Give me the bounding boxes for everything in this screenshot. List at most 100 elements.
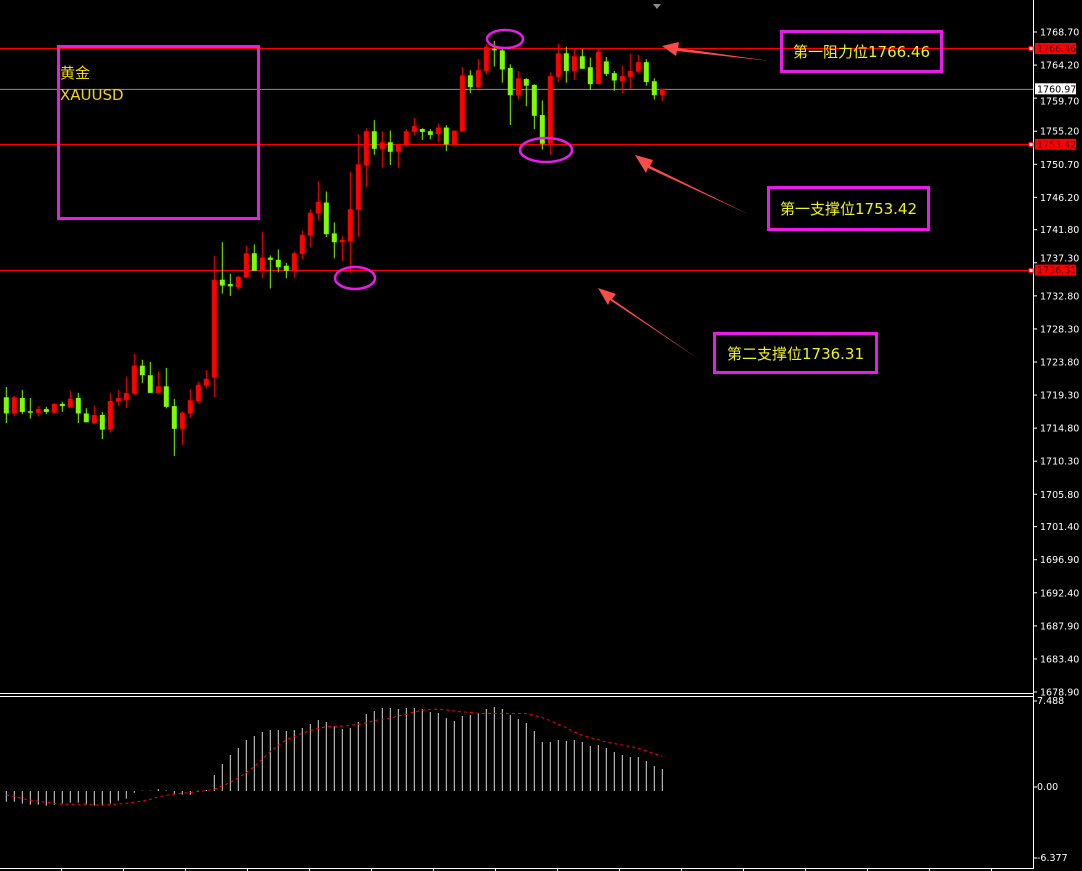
- candle-up: [291, 251, 297, 279]
- support1-marker-ellipse: [518, 136, 574, 164]
- candle-body: [563, 53, 569, 71]
- price-tick-label: 1687.90: [1040, 621, 1079, 632]
- candle-up: [155, 371, 161, 393]
- candle-down: [59, 401, 65, 412]
- level-line-handle: [1028, 46, 1034, 51]
- candle-body: [27, 411, 33, 413]
- candle-down: [227, 273, 233, 296]
- price-tick-label: 1710.30: [1040, 457, 1079, 468]
- candle-up: [235, 276, 241, 290]
- candle-body: [291, 253, 297, 271]
- candle-up: [379, 131, 385, 168]
- annotations: [333, 28, 770, 360]
- candle-body: [627, 70, 633, 77]
- candle-down: [267, 255, 273, 289]
- candle-down: [323, 191, 329, 238]
- price-tick-label: 1750.70: [1040, 160, 1079, 171]
- candle-body: [115, 398, 121, 402]
- candle-up: [627, 54, 633, 89]
- candle-body: [419, 129, 425, 132]
- candle-body: [11, 397, 17, 414]
- level-price-tag-text: 1736.31: [1037, 266, 1076, 277]
- candle-up: [11, 395, 17, 417]
- candle-body: [35, 409, 41, 413]
- candle-down: [443, 125, 449, 152]
- candle-down: [99, 411, 105, 440]
- candle-down: [275, 249, 281, 273]
- price-axis: 1768.70 1764.20 1759.70 1755.20 1750.70 1746.…: [1033, 28, 1079, 699]
- chart-shift-marker-icon[interactable]: [653, 4, 661, 9]
- candle-body: [491, 48, 497, 51]
- price-tick-label: 1723.80: [1040, 358, 1079, 369]
- candle-up: [555, 43, 561, 82]
- candle-down: [531, 84, 537, 130]
- macd-indicator: 7.488 0.00 -6.377: [5, 696, 1068, 864]
- candle-body: [579, 56, 585, 69]
- candle-body: [43, 409, 49, 412]
- candle-down: [387, 130, 393, 166]
- candle-up: [91, 405, 97, 424]
- candle-up: [571, 48, 577, 80]
- candle-body: [147, 375, 153, 393]
- candle-down: [579, 48, 585, 69]
- candle-up: [123, 376, 129, 409]
- price-tick-label: 1746.20: [1040, 193, 1079, 204]
- candle-up: [403, 129, 409, 147]
- macd-signal-line: [6, 708, 663, 806]
- candle-down: [427, 129, 433, 140]
- candle-down: [507, 64, 513, 125]
- candle-body: [451, 130, 457, 146]
- candle-body: [427, 131, 433, 135]
- support2-arrow-icon: [598, 288, 700, 360]
- candle-up: [203, 370, 209, 389]
- candle-body: [355, 164, 361, 210]
- candle-up: [195, 381, 201, 404]
- candle-body: [571, 56, 577, 71]
- price-tick-label: 1678.90: [1040, 688, 1079, 699]
- candle-up: [595, 48, 601, 85]
- candle-down: [19, 389, 25, 415]
- candle-down: [163, 367, 169, 409]
- candle-body: [371, 131, 377, 149]
- price-tick-label: 1719.30: [1040, 391, 1079, 402]
- asset-note-text: 黄金 XAUUSD: [60, 62, 124, 106]
- macd-axis-label: 0.00: [1037, 782, 1058, 793]
- candle-up: [459, 67, 465, 132]
- candle-up: [659, 88, 665, 102]
- candle-body: [435, 127, 441, 135]
- candle-body: [635, 62, 641, 72]
- candle-body: [411, 126, 417, 132]
- candle-up: [483, 43, 489, 75]
- support1-arrow-icon: [635, 155, 750, 215]
- candle-body: [259, 257, 265, 271]
- candle-up: [547, 72, 553, 155]
- candle-up: [363, 128, 369, 188]
- candle-up: [299, 230, 305, 260]
- candle-body: [99, 414, 105, 430]
- candle-body: [515, 78, 521, 96]
- candle-body: [107, 400, 113, 430]
- candle-body: [131, 365, 137, 394]
- candle-down: [219, 242, 225, 294]
- candle-body: [531, 84, 537, 116]
- candle-body: [299, 234, 305, 254]
- candle-down: [563, 46, 569, 83]
- candle-body: [139, 365, 145, 376]
- candle-up: [179, 411, 185, 446]
- candle-body: [19, 398, 25, 412]
- level-price-tag: [1035, 264, 1076, 276]
- candle-body: [523, 79, 529, 86]
- candle-body: [467, 75, 473, 88]
- candle-down: [419, 128, 425, 141]
- candle-down: [499, 46, 505, 83]
- support1-label: 第一支撑位1753.42: [767, 186, 930, 231]
- candle-body: [51, 403, 57, 413]
- candle-up: [451, 130, 457, 146]
- candle-body: [539, 115, 545, 144]
- candle-up: [475, 59, 481, 89]
- candle-down: [83, 408, 89, 423]
- candle-body: [347, 209, 353, 242]
- candle-down: [651, 78, 657, 100]
- candle-down: [283, 262, 289, 279]
